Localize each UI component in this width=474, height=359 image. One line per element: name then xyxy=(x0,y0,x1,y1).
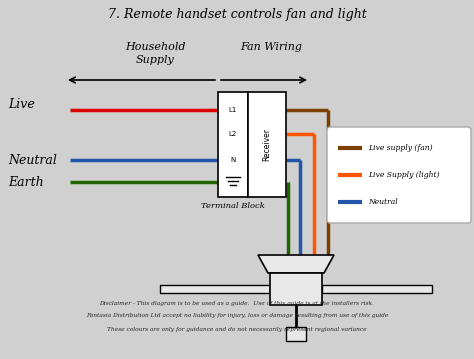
Bar xyxy=(286,327,306,341)
FancyBboxPatch shape xyxy=(327,127,471,223)
Bar xyxy=(218,92,248,197)
Text: Fantasia Distribution Ltd accept no liability for injury, loss or damage resulti: Fantasia Distribution Ltd accept no liab… xyxy=(86,312,388,317)
Text: Terminal Block: Terminal Block xyxy=(201,202,265,210)
Text: Fan Wiring: Fan Wiring xyxy=(240,42,302,52)
Text: 7. Remote handset controls fan and light: 7. Remote handset controls fan and light xyxy=(108,8,366,21)
Text: Supply: Supply xyxy=(136,55,174,65)
Bar xyxy=(248,92,286,197)
Text: Household: Household xyxy=(125,42,185,52)
Text: These colours are only for guidance and do not necessarily represent regional va: These colours are only for guidance and … xyxy=(107,326,367,331)
Text: L1: L1 xyxy=(229,107,237,113)
Text: Neutral: Neutral xyxy=(368,198,398,206)
Text: Neutral: Neutral xyxy=(8,154,57,167)
Bar xyxy=(270,273,322,305)
Text: Live supply (fan): Live supply (fan) xyxy=(368,144,433,152)
Text: L2: L2 xyxy=(229,131,237,137)
Polygon shape xyxy=(258,255,334,273)
Text: Live Supply (light): Live Supply (light) xyxy=(368,171,439,179)
Bar xyxy=(160,285,270,293)
Bar xyxy=(322,285,432,293)
Text: N: N xyxy=(230,157,236,163)
Text: Earth: Earth xyxy=(8,176,44,188)
Text: Receiver: Receiver xyxy=(263,128,272,161)
Text: Live: Live xyxy=(8,98,35,112)
Text: Disclaimer - This diagram is to be used as a guide.  Use of this guide is at the: Disclaimer - This diagram is to be used … xyxy=(100,300,374,306)
